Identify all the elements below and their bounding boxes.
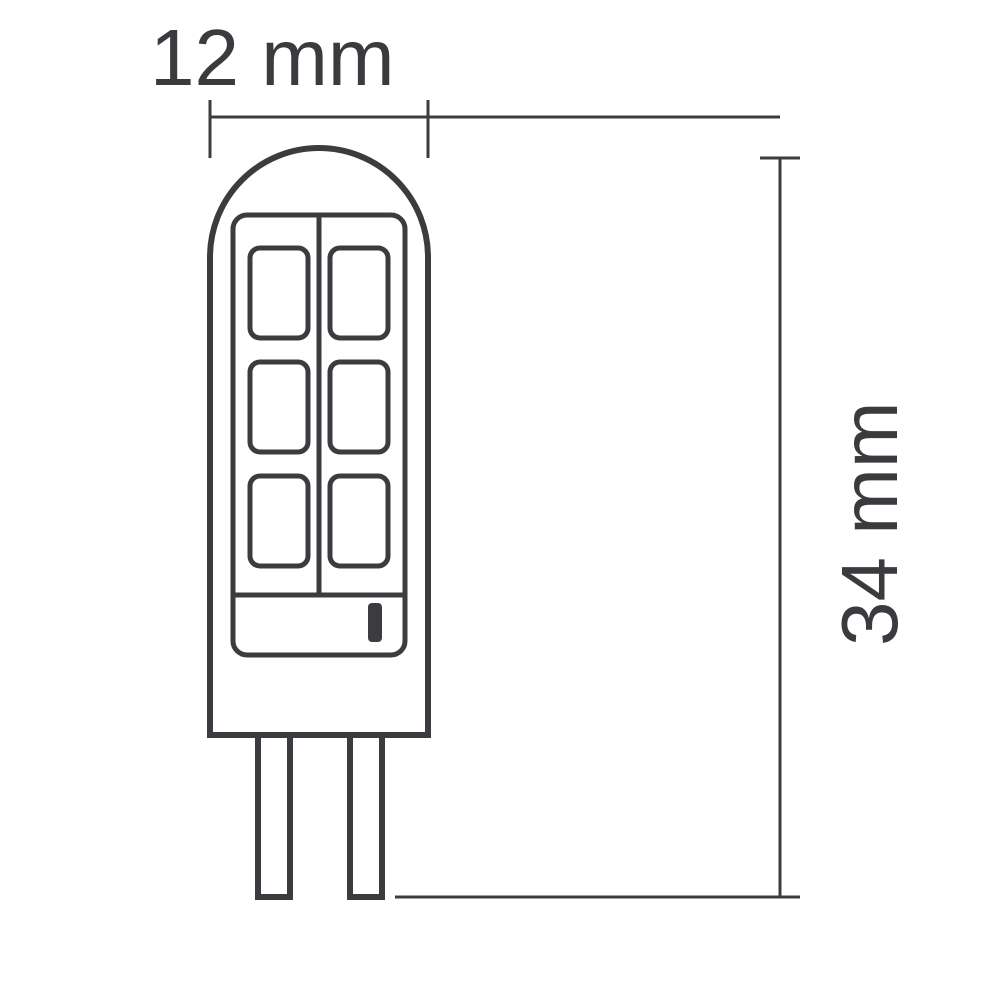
led-cell	[250, 362, 308, 452]
dimension-diagram: 12 mm 34 mm	[0, 0, 1000, 1000]
bulb-pin	[258, 735, 290, 897]
height-dimension-label: 34 mm	[824, 406, 916, 646]
base-indicator	[368, 603, 382, 642]
bulb-pin	[350, 735, 382, 897]
led-cell	[330, 248, 388, 338]
led-cell	[250, 476, 308, 566]
led-cell	[250, 248, 308, 338]
led-cell	[330, 362, 388, 452]
led-cell	[330, 476, 388, 566]
width-dimension-label: 12 mm	[150, 12, 395, 104]
